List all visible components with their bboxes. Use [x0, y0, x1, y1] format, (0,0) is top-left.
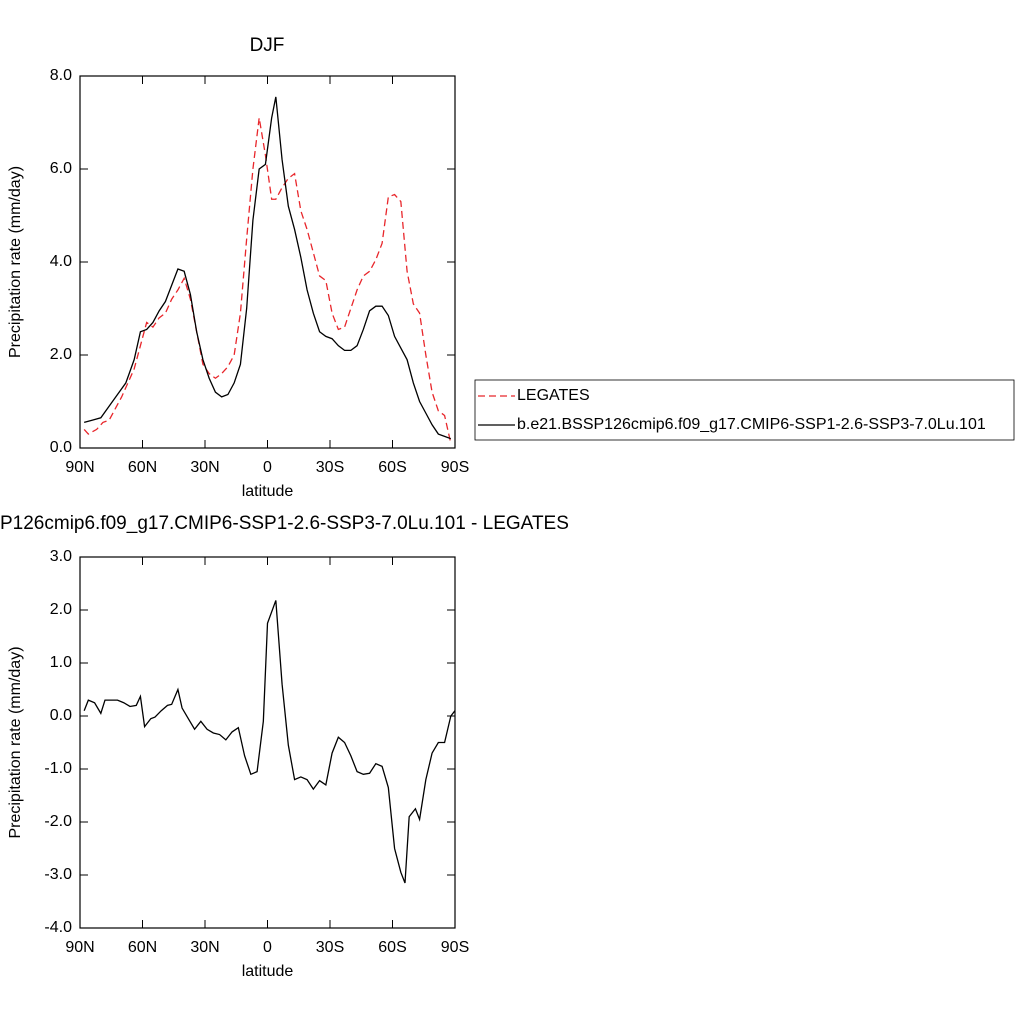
x-tick-label: 0 — [263, 459, 272, 476]
series-line — [83, 117, 452, 444]
y-tick-label: -2.0 — [44, 813, 72, 830]
series-line — [83, 600, 456, 884]
x-tick-label: 90N — [65, 939, 94, 956]
x-tick-label: 60N — [128, 939, 157, 956]
x-tick-label: 90S — [441, 459, 469, 476]
y-axis-label: Precipitation rate (mm/day) — [7, 166, 24, 358]
x-tick-label: 90S — [441, 939, 469, 956]
series-line — [83, 96, 452, 440]
y-tick-label: 2.0 — [50, 346, 72, 363]
x-tick-label: 90N — [65, 459, 94, 476]
y-tick-label: 8.0 — [50, 67, 72, 84]
y-tick-label: 0.0 — [50, 707, 72, 724]
legend-label: b.e21.BSSP126cmip6.f09_g17.CMIP6-SSP1-2.… — [517, 416, 986, 433]
x-axis-label: latitude — [242, 963, 294, 980]
x-tick-label: 0 — [263, 939, 272, 956]
y-axis-label: Precipitation rate (mm/day) — [7, 646, 24, 838]
y-tick-label: 2.0 — [50, 601, 72, 618]
x-tick-label: 60N — [128, 459, 157, 476]
chart-title: DJF — [250, 35, 285, 56]
x-tick-label: 30N — [190, 459, 219, 476]
y-tick-label: 1.0 — [50, 654, 72, 671]
y-tick-label: 4.0 — [50, 253, 72, 270]
y-tick-label: -3.0 — [44, 866, 72, 883]
legend-box — [474, 379, 1015, 441]
y-tick-label: -4.0 — [44, 919, 72, 936]
x-tick-label: 60S — [378, 459, 406, 476]
y-tick-label: 3.0 — [50, 548, 72, 565]
x-tick-label: 60S — [378, 939, 406, 956]
x-tick-label: 30N — [190, 939, 219, 956]
x-axis-label: latitude — [242, 483, 294, 500]
y-tick-label: -1.0 — [44, 760, 72, 777]
legend-label: LEGATES — [517, 387, 590, 404]
chart-title: P126cmip6.f09_g17.CMIP6-SSP1-2.6-SSP3-7.… — [0, 513, 569, 534]
x-tick-label: 30S — [316, 459, 344, 476]
x-tick-label: 30S — [316, 939, 344, 956]
plot-frame — [79, 556, 456, 929]
y-tick-label: 0.0 — [50, 439, 72, 456]
y-tick-label: 6.0 — [50, 160, 72, 177]
plot-frame — [79, 75, 456, 449]
